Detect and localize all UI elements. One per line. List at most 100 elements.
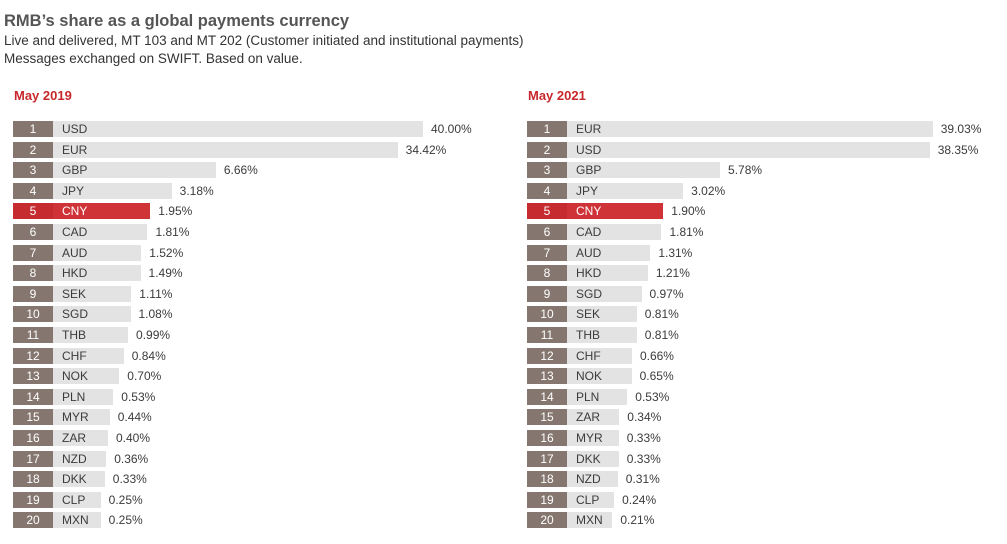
bar-mark <box>53 512 101 529</box>
rank-label: 4 <box>13 182 53 199</box>
bar-row-sek: 10 SEK 0.81% <box>527 306 707 323</box>
data-label: 1.08% <box>138 307 173 322</box>
bar-mark <box>567 347 632 364</box>
data-label: 0.44% <box>117 410 152 425</box>
bar-mark <box>53 450 107 467</box>
data-label: 5.78% <box>728 163 763 178</box>
bar-row-sek: 9 SEK 1.11% <box>13 285 201 303</box>
bar-row-hkd: 8 HKD 1.49% <box>13 265 211 282</box>
data-label: 0.97% <box>649 286 684 301</box>
rank-label: 3 <box>13 162 53 179</box>
bar-row-jpy: 4 JPY 3.18% <box>13 182 242 200</box>
category-label: ZAR <box>62 431 86 445</box>
data-label: 0.21% <box>620 513 655 528</box>
bar-mark <box>53 285 132 302</box>
data-label: 1.11% <box>139 286 173 301</box>
rank-label: 20 <box>13 512 53 529</box>
rank-label: 6 <box>527 224 567 240</box>
category-label: USD <box>576 142 602 157</box>
rank-label: 14 <box>527 388 567 405</box>
data-label: 1.81% <box>669 225 704 239</box>
bar-mark <box>53 141 398 158</box>
data-label: 1.81% <box>155 225 190 239</box>
rank-label: 8 <box>13 265 53 282</box>
rank-label: 4 <box>527 182 567 199</box>
chart-panel-may-2021: May 2021 1 EUR 39.03% 2 USD 38.35% 3 GBP 5.78% 4 J… <box>527 88 1007 538</box>
data-label: 0.70% <box>127 369 162 384</box>
bar-mark <box>567 388 628 405</box>
data-label: 39.03% <box>940 122 982 136</box>
bar-row-zar: 15 ZAR 0.34% <box>527 409 689 426</box>
rank-label: 5 <box>13 203 53 220</box>
data-label: 0.99% <box>136 328 171 342</box>
data-label: 0.66% <box>639 348 674 363</box>
rank-label: 12 <box>527 347 567 364</box>
rank-label: 2 <box>13 141 53 158</box>
data-label: 3.18% <box>179 183 214 198</box>
rank-label: 7 <box>527 244 567 261</box>
data-label: 0.33% <box>626 431 661 445</box>
bar-mark <box>567 306 637 323</box>
panel-title-may-2021: May 2021 <box>528 88 586 103</box>
bar-row-clp: 19 CLP 0.25% <box>13 491 171 509</box>
bar-row-mxn: 20 MXN 0.21% <box>527 512 682 529</box>
bar-row-cad: 6 CAD 1.81% <box>13 224 217 241</box>
category-label: PLN <box>576 389 600 404</box>
bar-mark <box>567 141 930 158</box>
category-label: GBP <box>576 163 602 178</box>
data-label: 1.90% <box>671 204 706 219</box>
rank-label: 8 <box>527 265 567 282</box>
bar-mark <box>53 327 129 343</box>
rank-label: 20 <box>527 512 567 529</box>
bar-mark <box>567 450 619 467</box>
rank-label: 3 <box>527 162 567 179</box>
bar-mark <box>567 285 642 302</box>
data-label: 0.31% <box>625 472 660 487</box>
chart-subtitle-line-1: Live and delivered, MT 103 and MT 202 (C… <box>4 33 524 48</box>
rank-label: 6 <box>13 224 53 240</box>
bar-mark <box>567 244 651 261</box>
bar-row-pln: 14 PLN 0.53% <box>13 388 183 406</box>
data-label: 3.02% <box>691 183 726 198</box>
category-label: CAD <box>576 225 602 239</box>
rank-label: 19 <box>527 491 567 508</box>
category-label: CNY <box>62 204 88 219</box>
data-label: 0.53% <box>121 389 156 404</box>
bar-mark <box>53 121 423 137</box>
bar-mark <box>567 491 615 508</box>
rank-label: 18 <box>527 471 567 488</box>
bar-row-myr: 16 MYR 0.33% <box>527 430 689 447</box>
bar-row-sgd: 9 SGD 0.97% <box>527 285 712 303</box>
bar-row-usd: 2 USD 38.35% <box>527 141 1000 159</box>
category-label: GBP <box>62 163 88 178</box>
rank-label: 16 <box>527 430 567 446</box>
rank-label: 13 <box>527 368 567 385</box>
bar-row-pln: 14 PLN 0.53% <box>527 388 697 406</box>
rank-label: 14 <box>13 388 53 405</box>
rank-label: 15 <box>527 409 567 426</box>
bar-mark <box>567 265 648 282</box>
bar-row-nzd: 17 NZD 0.36% <box>13 450 176 468</box>
bar-mark <box>53 368 120 385</box>
bar-mark <box>53 162 216 179</box>
bar-row-gbp: 3 GBP 5.78% <box>527 162 790 179</box>
bar-row-gbp: 3 GBP 6.66% <box>13 162 286 179</box>
data-label: 1.95% <box>158 204 193 219</box>
data-label: 0.81% <box>644 328 679 342</box>
bar-row-cad: 6 CAD 1.81% <box>527 224 731 241</box>
bar-row-thb: 11 THB 0.99% <box>13 327 198 344</box>
category-label: PLN <box>62 389 86 404</box>
rank-label: 15 <box>13 409 53 426</box>
data-label: 0.34% <box>627 410 662 425</box>
category-label: CAD <box>62 225 88 239</box>
bar-mark <box>53 409 110 426</box>
bar-mark <box>53 347 124 364</box>
bar-mark <box>53 182 172 199</box>
bar-row-thb: 11 THB 0.81% <box>527 327 707 344</box>
category-label: SEK <box>576 307 601 322</box>
bar-mark <box>53 471 105 488</box>
category-label: DKK <box>576 451 601 466</box>
category-label: MYR <box>62 410 89 425</box>
rank-label: 1 <box>13 121 53 137</box>
bar-row-nzd: 18 NZD 0.31% <box>527 471 688 488</box>
